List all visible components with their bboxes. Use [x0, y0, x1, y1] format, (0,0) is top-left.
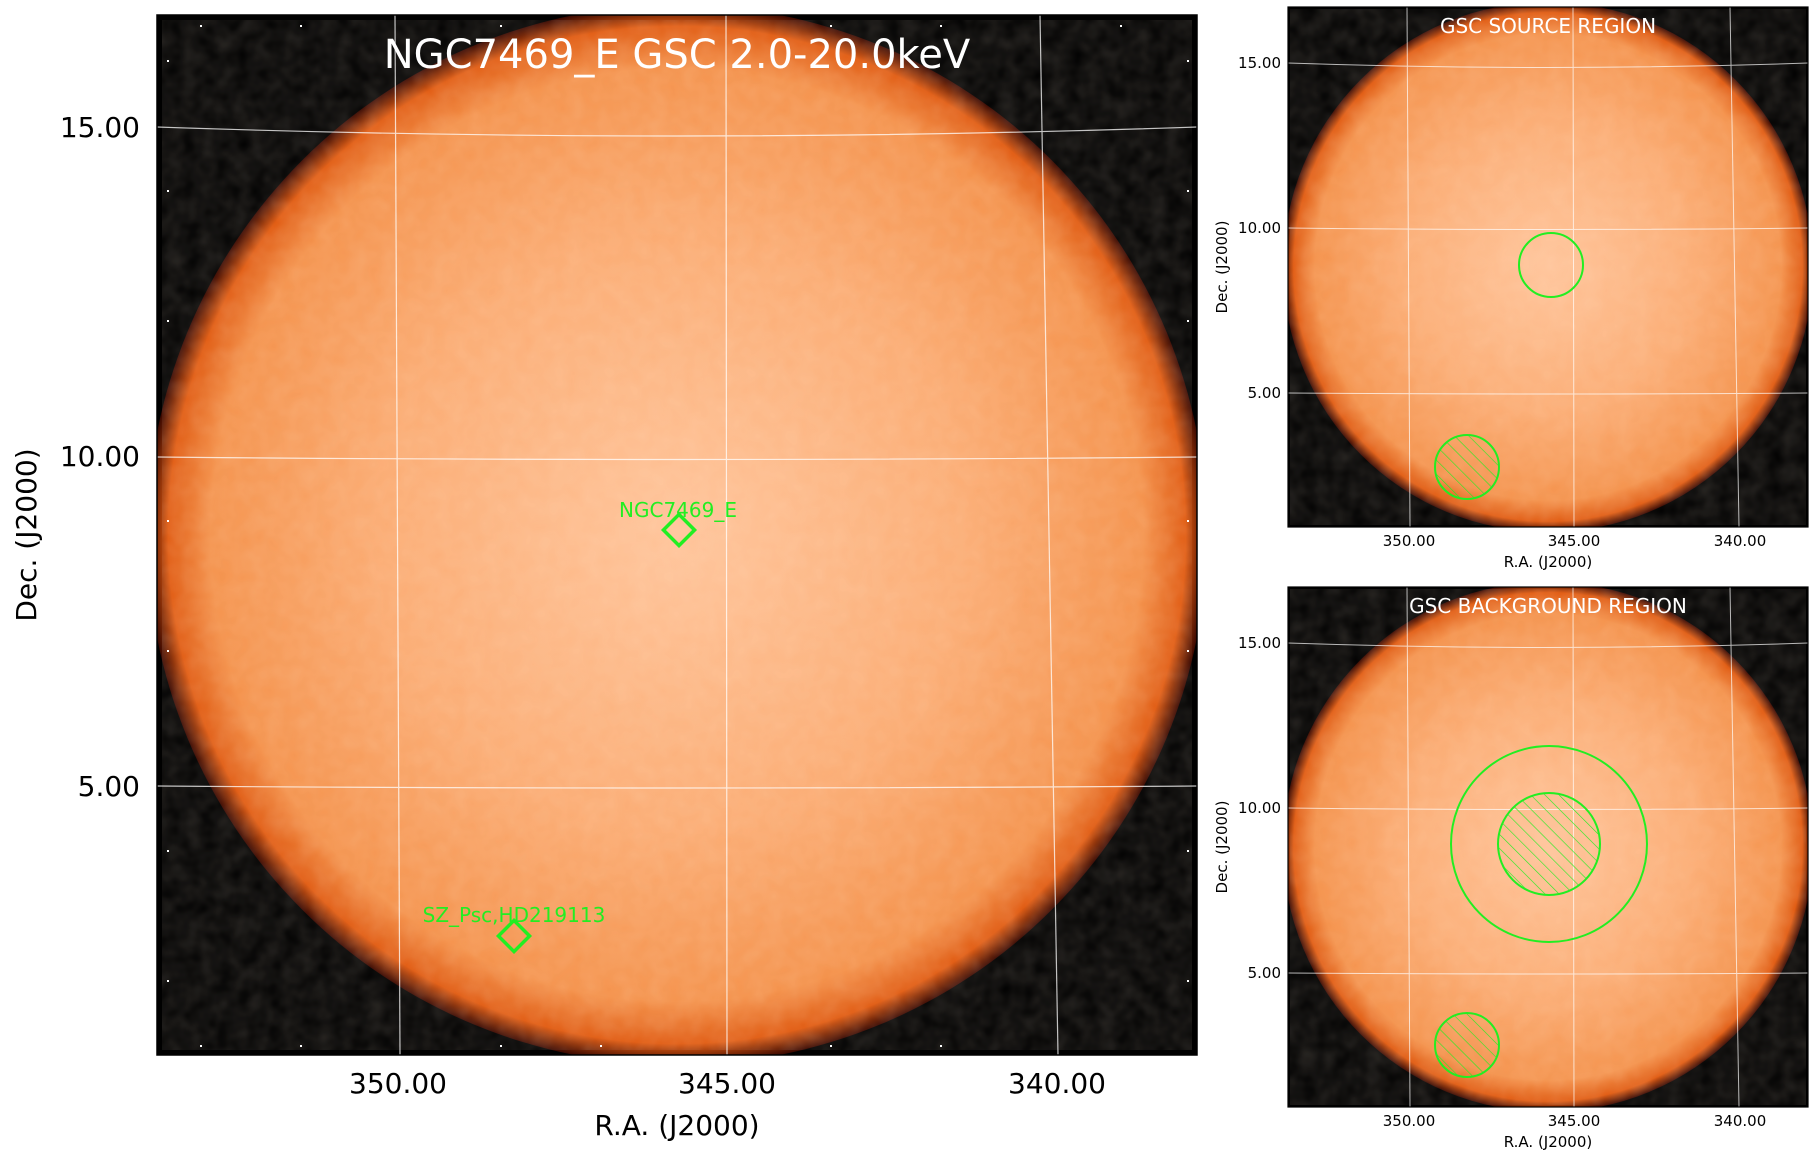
src-noise-texture	[1290, 9, 1806, 525]
src-title: GSC SOURCE REGION	[1440, 14, 1656, 38]
bg-xtick-340: 340.00	[1714, 1112, 1767, 1130]
src-xtick-350: 350.00	[1383, 532, 1436, 550]
src-xtick-345: 345.00	[1548, 532, 1601, 550]
src-source-aperture	[1518, 232, 1584, 298]
bg-ytick-5: 5.00	[1248, 964, 1281, 982]
source-label-ngc7469: NGC7469_E	[619, 498, 737, 522]
bg-ytick-15: 15.00	[1238, 634, 1281, 652]
main-ylabel: Dec. (J2000)	[10, 448, 43, 621]
main-ytick-10: 10.00	[60, 440, 140, 473]
main-xtick-350: 350.00	[349, 1067, 447, 1100]
source-marker-ngc7469: NGC7469_E	[619, 498, 737, 549]
src-coordinate-grid	[1288, 7, 1808, 527]
src-excluded-source	[1434, 434, 1500, 500]
source-marker-sz-psc: SZ_Psc,HD219113	[423, 903, 606, 955]
bg-outer-annulus	[1450, 745, 1648, 943]
bg-xlabel: R.A. (J2000)	[1504, 1133, 1593, 1151]
main-panel: NGC7469_E GSC 2.0-20.0keV NGC7469_E SZ_P…	[10, 14, 1198, 1142]
background-region-panel: GSC BACKGROUND REGION 15.00 10.00 5.00 3…	[1213, 586, 1809, 1151]
main-xtick-340: 340.00	[1008, 1067, 1106, 1100]
main-minor-ticks	[167, 25, 1189, 1047]
src-xtick-340: 340.00	[1714, 532, 1767, 550]
main-axes-frame	[156, 14, 1198, 1056]
main-coordinate-grid	[157, 15, 1197, 1055]
bg-axes-frame	[1287, 586, 1809, 1108]
src-ytick-5: 5.00	[1248, 384, 1281, 402]
src-xlabel: R.A. (J2000)	[1504, 553, 1593, 571]
src-ytick-10: 10.00	[1238, 219, 1281, 237]
bg-excluded-inner-circle	[1497, 792, 1601, 896]
src-ytick-15: 15.00	[1238, 54, 1281, 72]
bg-excluded-source	[1434, 1012, 1500, 1078]
source-label-sz-psc: SZ_Psc,HD219113	[423, 903, 606, 927]
bg-ylabel: Dec. (J2000)	[1213, 801, 1231, 894]
bg-xtick-345: 345.00	[1548, 1112, 1601, 1130]
main-ytick-15: 15.00	[60, 111, 140, 144]
main-xlabel: R.A. (J2000)	[594, 1109, 759, 1142]
bg-title: GSC BACKGROUND REGION	[1409, 594, 1687, 618]
main-title: NGC7469_E GSC 2.0-20.0keV	[384, 32, 971, 78]
source-region-panel: GSC SOURCE REGION 15.00 10.00 5.00 350.0…	[1213, 6, 1809, 571]
src-ylabel: Dec. (J2000)	[1213, 221, 1231, 314]
main-ytick-5: 5.00	[78, 770, 140, 803]
bg-ytick-10: 10.00	[1238, 799, 1281, 817]
src-axes-frame	[1287, 6, 1809, 528]
bg-xtick-350: 350.00	[1383, 1112, 1436, 1130]
main-noise-texture	[162, 20, 1192, 1050]
main-xtick-345: 345.00	[678, 1067, 776, 1100]
